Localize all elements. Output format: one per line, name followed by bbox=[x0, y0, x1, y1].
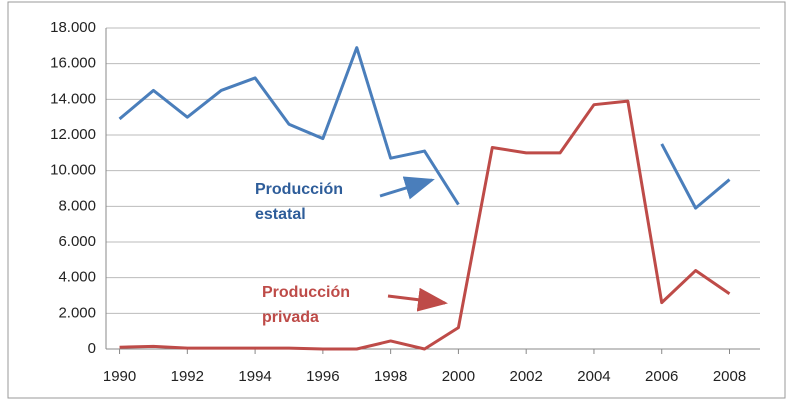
y-tick-label: 18.000 bbox=[50, 19, 96, 36]
y-tick-label: 2.000 bbox=[58, 304, 96, 321]
arrow bbox=[387, 287, 448, 312]
x-tick-label: 1998 bbox=[374, 368, 407, 385]
y-tick-label: 10.000 bbox=[50, 162, 96, 179]
annotation: privada bbox=[262, 309, 319, 326]
series-line bbox=[118, 46, 731, 210]
x-tick-label: 1990 bbox=[103, 368, 136, 385]
y-tick-label: 16.000 bbox=[50, 55, 96, 72]
arrow bbox=[379, 176, 435, 200]
x-tick-label: 2002 bbox=[509, 368, 542, 385]
x-tick-label: 1994 bbox=[238, 368, 271, 385]
y-tick-label: 0 bbox=[88, 340, 96, 357]
y-tick-label: 6.000 bbox=[58, 233, 96, 250]
y-tick-label: 8.000 bbox=[58, 197, 96, 214]
annotation: estatal bbox=[255, 206, 306, 223]
y-tick-label: 12.000 bbox=[50, 126, 96, 143]
y-tick-label: 14.000 bbox=[50, 90, 96, 107]
x-tick-label: 2006 bbox=[645, 368, 678, 385]
x-tick-label: 2008 bbox=[713, 368, 746, 385]
annotation: Producción bbox=[255, 181, 343, 198]
x-tick-label: 1992 bbox=[171, 368, 204, 385]
y-tick-label: 4.000 bbox=[58, 269, 96, 286]
x-tick-label: 1996 bbox=[306, 368, 339, 385]
x-tick-label: 2000 bbox=[442, 368, 475, 385]
annotation: Producción bbox=[262, 284, 350, 301]
chart-border bbox=[7, 1, 786, 399]
x-tick-label: 2004 bbox=[577, 368, 610, 385]
series-line bbox=[119, 99, 731, 351]
